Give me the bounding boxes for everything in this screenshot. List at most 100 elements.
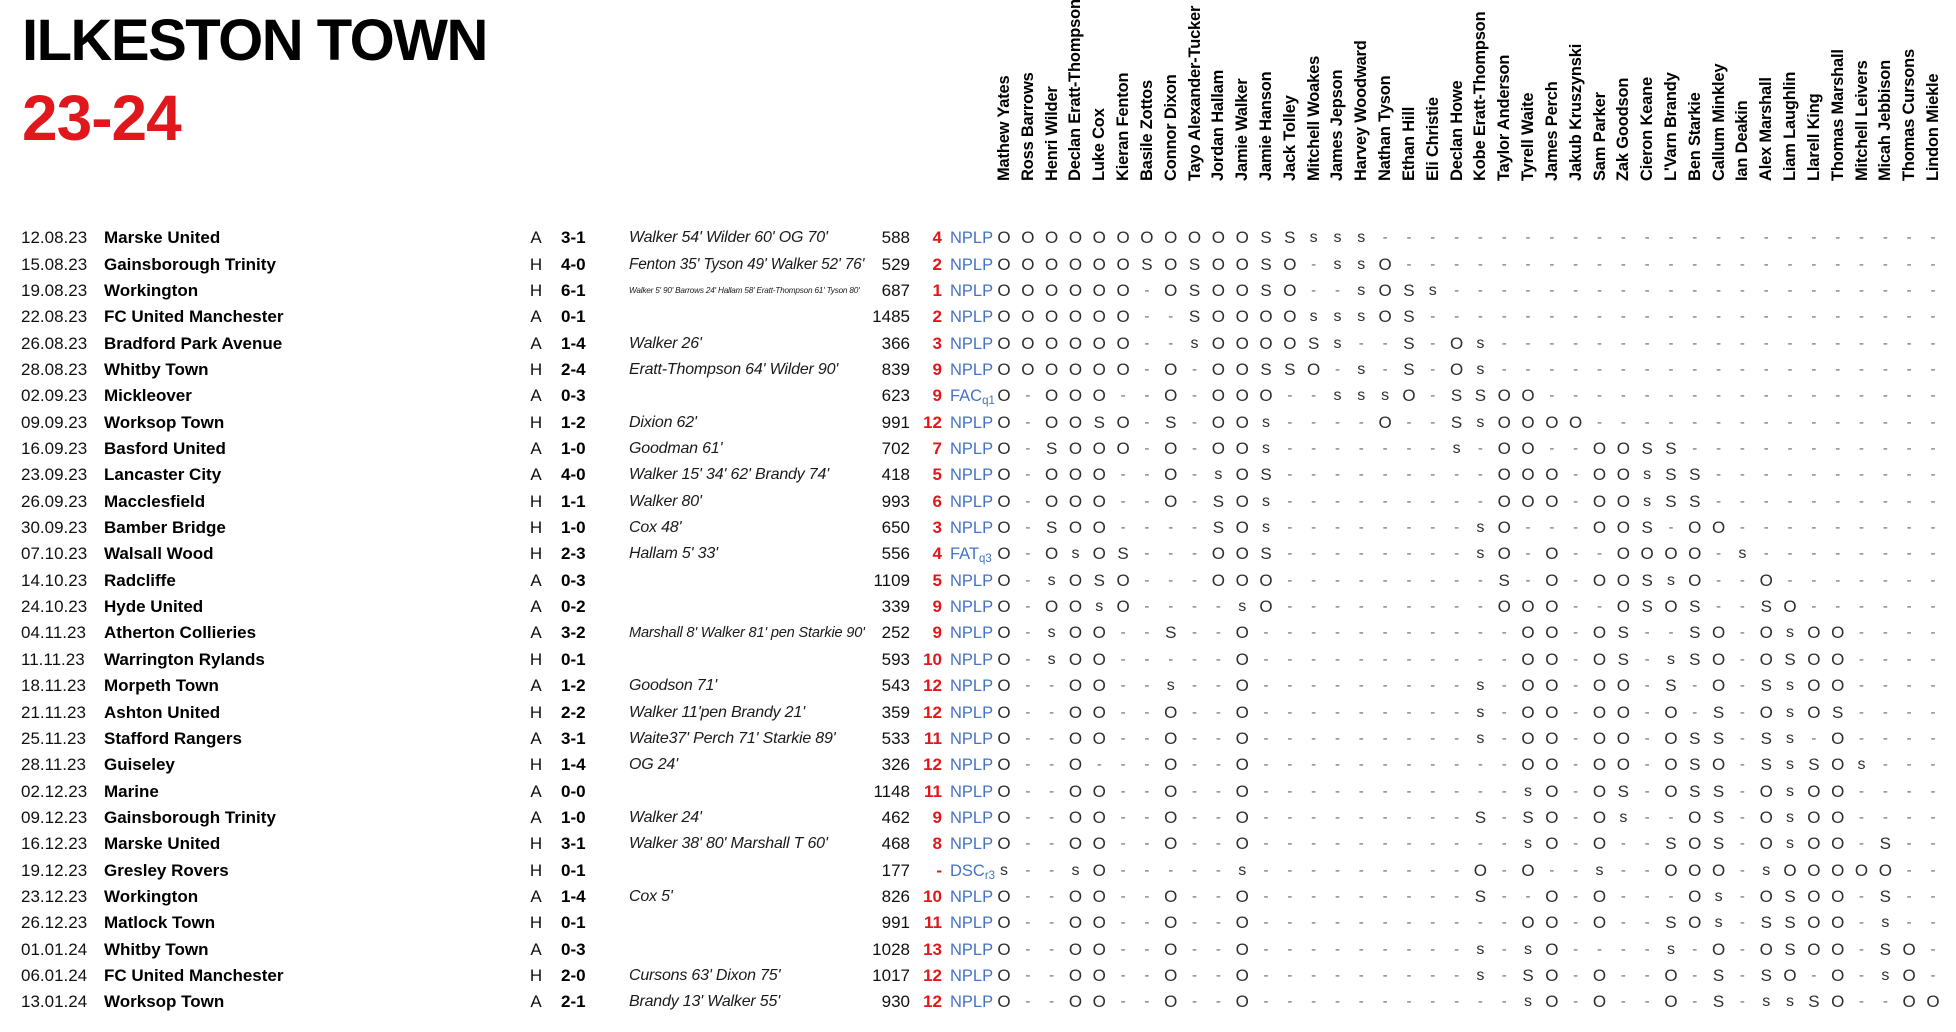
player-name: Jakub Kruszynski xyxy=(1566,43,1585,181)
appearance-cell: - xyxy=(1739,756,1745,774)
appearance-cell: s xyxy=(1666,940,1675,958)
appearance-cell: - xyxy=(1859,334,1865,352)
appearance-cell: - xyxy=(1144,861,1150,879)
appearance-cell: - xyxy=(1644,334,1650,352)
appearance-cell: - xyxy=(1311,387,1317,405)
appearance-cell: - xyxy=(1739,360,1745,378)
match-competition: NPLP xyxy=(950,255,994,274)
match-venue: A xyxy=(530,333,542,353)
appearance-cell: - xyxy=(1906,229,1912,247)
appearance-cell: - xyxy=(1549,281,1555,299)
appearance-cell: O xyxy=(1545,597,1559,617)
appearance-cell: - xyxy=(1454,492,1460,510)
appearance-cell: - xyxy=(1501,281,1507,299)
appearance-cell: - xyxy=(1382,782,1388,800)
match-score: 1-1 xyxy=(561,491,586,511)
appearance-cell: O xyxy=(1116,254,1130,274)
appearance-cell: O xyxy=(1831,649,1845,669)
appearance-cell: O xyxy=(1521,649,1535,669)
appearance-cell: - xyxy=(1882,281,1888,299)
appearance-cell: O xyxy=(1521,465,1535,485)
appearance-cell: O xyxy=(1497,439,1511,458)
appearance-cell: - xyxy=(1334,466,1340,484)
appearance-cell: O xyxy=(997,649,1011,669)
league-position: 10 xyxy=(923,649,942,669)
appearance-cell: - xyxy=(1763,413,1769,431)
appearance-cell: - xyxy=(1906,729,1912,747)
appearance-cell: O xyxy=(1378,254,1392,274)
appearance-cell: - xyxy=(1644,861,1650,879)
appearance-cell: O xyxy=(1092,254,1106,274)
league-position: 1 xyxy=(932,280,942,300)
match-date: 13.01.24 xyxy=(21,992,88,1012)
appearance-cell: O xyxy=(1616,597,1630,617)
match-score: 1-2 xyxy=(561,676,586,696)
appearance-cell: - xyxy=(1382,229,1388,247)
appearance-cell: - xyxy=(1787,387,1793,405)
player-name: Alex Marshall xyxy=(1757,77,1776,181)
match-competition: NPLP xyxy=(950,703,994,722)
appearance-cell: - xyxy=(1501,729,1507,747)
match-date: 30.09.23 xyxy=(21,518,88,538)
appearance-cell: O xyxy=(1164,359,1178,379)
match-competition: NPLP xyxy=(950,835,994,854)
appearance-cell: - xyxy=(1573,360,1579,378)
appearance-cell: - xyxy=(1882,677,1888,695)
appearance-cell: - xyxy=(1358,598,1364,616)
match-attendance: 1028 xyxy=(872,939,910,959)
appearance-cell: - xyxy=(1787,255,1793,273)
appearance-cell: - xyxy=(1501,887,1507,905)
appearance-cell: - xyxy=(1477,492,1483,510)
appearance-cell: - xyxy=(1430,545,1436,563)
appearance-cell: S xyxy=(1641,518,1653,538)
appearance-cell: O xyxy=(1045,333,1059,353)
league-position: 2 xyxy=(932,254,942,274)
match-row: 09.12.23 Gainsborough Trinity A 1-0 Walker 2… xyxy=(0,805,1956,832)
appearance-cell: - xyxy=(1859,729,1865,747)
appearance-cell: O xyxy=(1545,807,1559,827)
appearance-cell: - xyxy=(1739,255,1745,273)
appearance-cell: - xyxy=(1739,729,1745,747)
match-opponent: Warrington Rylands xyxy=(104,649,265,669)
appearance-cell: O xyxy=(1259,333,1273,353)
appearance-cell: - xyxy=(1358,519,1364,537)
league-position: 9 xyxy=(932,359,942,379)
match-attendance: 991 xyxy=(881,412,910,432)
appearance-cell: - xyxy=(1477,624,1483,642)
appearance-cell: s xyxy=(1357,281,1366,299)
appearance-cell: - xyxy=(1906,624,1912,642)
match-row: 19.08.23 Workington H 6-1 Walker 5' 90' Barr… xyxy=(0,278,1956,305)
appearance-cell: - xyxy=(1835,255,1841,273)
match-opponent: Gainsborough Trinity xyxy=(104,254,276,274)
match-attendance: 687 xyxy=(881,280,910,300)
appearance-cell: - xyxy=(1668,808,1674,826)
appearance-cell: - xyxy=(1859,545,1865,563)
appearance-cell: - xyxy=(1263,677,1269,695)
league-position: 9 xyxy=(932,807,942,827)
appearance-cell: - xyxy=(1835,281,1841,299)
appearance-cell: s xyxy=(1262,519,1271,537)
appearance-cell: S xyxy=(1760,755,1772,775)
appearance-cell: - xyxy=(1811,387,1817,405)
appearance-cell: - xyxy=(1859,887,1865,905)
appearance-cell: O xyxy=(1045,412,1059,432)
appearance-cell: - xyxy=(1025,993,1031,1011)
appearance-cell: - xyxy=(1477,571,1483,589)
appearance-cell: - xyxy=(1025,571,1031,589)
appearance-cell: - xyxy=(1620,255,1626,273)
appearance-cell: O xyxy=(1235,439,1249,458)
appearance-cell: - xyxy=(1501,334,1507,352)
appearance-cell: O xyxy=(1068,570,1083,590)
appearance-cell: - xyxy=(1549,861,1555,879)
appearance-cell: O xyxy=(1092,886,1106,906)
appearance-cell: - xyxy=(1859,413,1865,431)
appearance-cell: - xyxy=(1597,308,1602,326)
appearance-cell: - xyxy=(1287,519,1293,537)
appearance-cell: O xyxy=(1092,649,1106,669)
appearance-cell: S xyxy=(1665,913,1677,933)
appearance-cell: O xyxy=(997,544,1011,564)
appearance-cell: s xyxy=(1309,229,1318,247)
match-venue: H xyxy=(529,702,543,722)
appearance-cell: - xyxy=(1025,413,1031,431)
match-attendance: 623 xyxy=(881,386,910,406)
